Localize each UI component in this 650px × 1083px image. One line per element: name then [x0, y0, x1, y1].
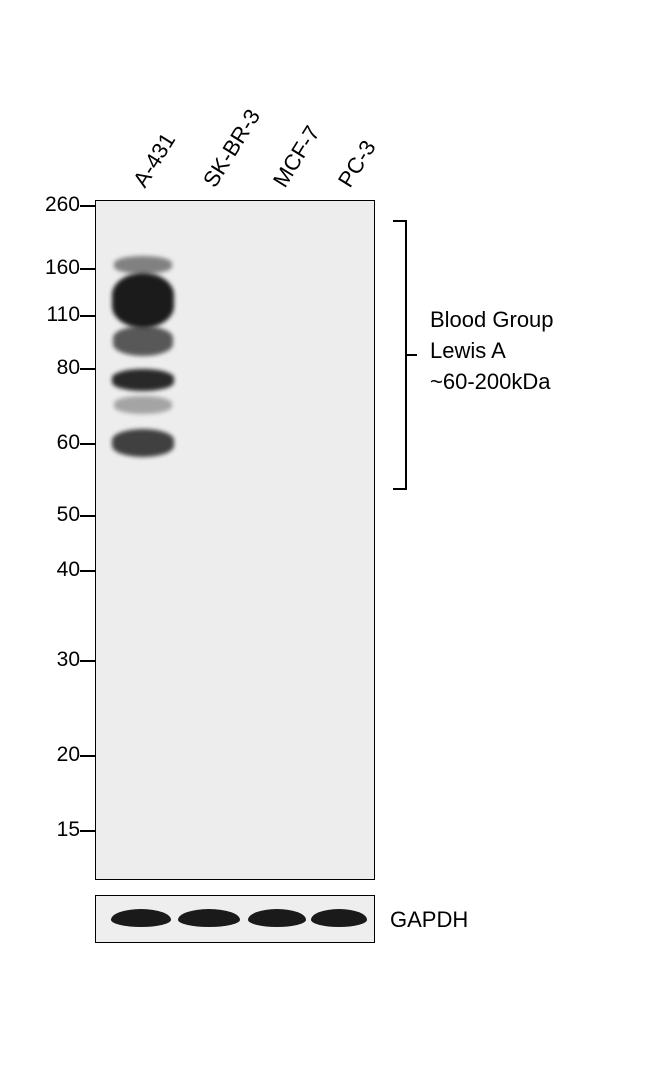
mw-marker-tick — [80, 368, 95, 370]
mw-marker-label: 40 — [40, 558, 80, 582]
mw-marker-label: 160 — [40, 256, 80, 280]
lane-label-4: PC-3 — [333, 136, 382, 192]
bracket-bottom-tick — [393, 488, 405, 490]
mw-marker-label: 30 — [40, 648, 80, 672]
loading-control-membrane — [95, 895, 375, 943]
lane-label-2: SK-BR-3 — [198, 105, 266, 192]
gapdh-band — [111, 909, 171, 927]
annotation-line2: Lewis A — [430, 336, 554, 367]
mw-marker-tick — [80, 515, 95, 517]
lane-label-3: MCF-7 — [268, 121, 326, 192]
lane-labels-row: A-431 SK-BR-3 MCF-7 PC-3 — [105, 100, 385, 200]
mw-marker-tick — [80, 315, 95, 317]
gapdh-band — [311, 909, 367, 927]
mw-marker-tick — [80, 830, 95, 832]
gapdh-band — [178, 909, 240, 927]
bracket-point-tick — [405, 354, 417, 356]
lane-label-1: A-431 — [128, 128, 181, 192]
annotation-line1: Blood Group — [430, 305, 554, 336]
loading-control-label: GAPDH — [390, 905, 468, 936]
mw-marker-label: 260 — [40, 193, 80, 217]
mw-marker-label: 15 — [40, 818, 80, 842]
protein-band — [112, 369, 174, 391]
mw-marker-label: 50 — [40, 503, 80, 527]
annotation-line3: ~60-200kDa — [430, 367, 554, 398]
mw-marker-tick — [80, 443, 95, 445]
mw-marker-tick — [80, 660, 95, 662]
target-annotation: Blood Group Lewis A ~60-200kDa — [430, 305, 554, 397]
mw-marker-label: 80 — [40, 356, 80, 380]
gapdh-band — [248, 909, 306, 927]
main-blot-membrane — [95, 200, 375, 880]
protein-band — [114, 256, 172, 274]
protein-band — [113, 326, 173, 356]
protein-band — [112, 429, 174, 457]
bracket-top-tick — [393, 220, 405, 222]
protein-band — [114, 396, 172, 414]
mw-marker-label: 20 — [40, 743, 80, 767]
mw-marker-label: 110 — [40, 303, 80, 327]
protein-band — [112, 273, 174, 328]
annotation-bracket — [395, 220, 407, 490]
mw-marker-tick — [80, 205, 95, 207]
mw-marker-tick — [80, 268, 95, 270]
mw-marker-tick — [80, 755, 95, 757]
mw-marker-tick — [80, 570, 95, 572]
mw-marker-label: 60 — [40, 431, 80, 455]
